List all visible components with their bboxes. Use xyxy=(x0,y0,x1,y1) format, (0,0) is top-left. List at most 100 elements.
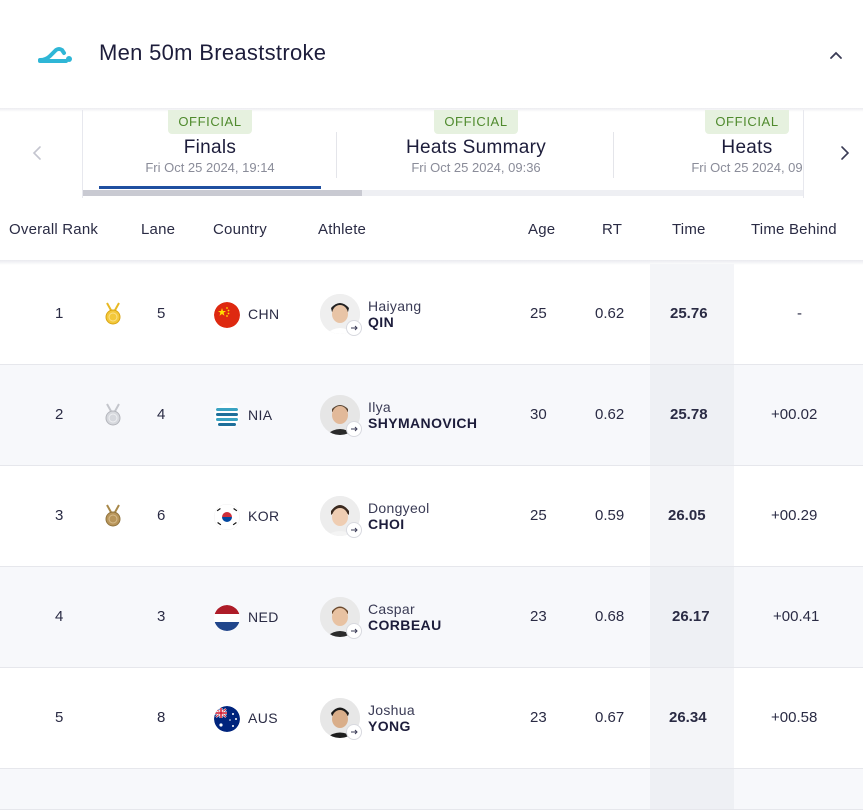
athlete-avatar[interactable] xyxy=(320,395,360,435)
age-cell: 25 xyxy=(530,305,547,322)
rt-cell: 0.68 xyxy=(595,608,625,625)
header-divider xyxy=(0,108,863,112)
col-athlete[interactable]: Athlete xyxy=(318,221,367,238)
tab-heats-summary[interactable]: OFFICIAL Heats Summary Fri Oct 25 2024, … xyxy=(351,110,601,190)
active-tab-indicator xyxy=(99,186,321,189)
time-column-bg xyxy=(650,567,734,667)
arrow-right-icon[interactable] xyxy=(346,320,362,336)
table-row[interactable]: 5 8 AUS Joshua YONG 23 xyxy=(0,668,863,769)
flag-chn-icon xyxy=(214,302,240,328)
rt-cell: 0.62 xyxy=(595,305,625,322)
lane-cell: 8 xyxy=(157,709,166,726)
tab-date: Fri Oct 25 2024, 19:14 xyxy=(145,160,275,175)
tabs-scrollbar[interactable] xyxy=(83,190,803,196)
flag-kor-icon xyxy=(214,504,240,530)
table-row[interactable]: 1 5 CHN Haiyang QIN xyxy=(0,264,863,365)
table-row[interactable]: 4 3 NED Caspar CORBEAU 23 0 xyxy=(0,567,863,668)
athlete-last-name: CHOI xyxy=(368,516,405,532)
col-lane[interactable]: Lane xyxy=(141,221,176,238)
athlete-name[interactable]: Ilya SHYMANOVICH xyxy=(368,399,477,431)
arrow-right-icon[interactable] xyxy=(346,522,362,538)
country-code: AUS xyxy=(248,710,278,726)
official-badge: OFFICIAL xyxy=(168,110,252,134)
lane-cell: 6 xyxy=(157,507,166,524)
header-shadow xyxy=(0,260,863,265)
country-code: NED xyxy=(248,609,279,625)
athlete-first-name: Joshua xyxy=(368,702,415,718)
col-time[interactable]: Time xyxy=(672,221,706,238)
athlete-first-name: Caspar xyxy=(368,601,415,617)
time-cell: 26.17 xyxy=(672,608,710,625)
arrow-right-icon[interactable] xyxy=(346,623,362,639)
phase-tabs: OFFICIAL Finals Fri Oct 25 2024, 19:14 O… xyxy=(82,110,804,198)
tab-label: Finals xyxy=(183,137,237,158)
athlete-name[interactable]: Joshua YONG xyxy=(368,702,415,734)
rank-cell: 3 xyxy=(55,507,64,524)
table-row[interactable] xyxy=(0,769,863,810)
time-column-bg xyxy=(650,365,734,465)
flag-ned-icon xyxy=(214,605,240,631)
time-column-bg xyxy=(650,264,734,364)
tab-finals[interactable]: OFFICIAL Finals Fri Oct 25 2024, 19:14 xyxy=(99,110,321,190)
chevron-up-icon[interactable] xyxy=(825,44,847,66)
country-code: CHN xyxy=(248,306,280,322)
swimming-icon xyxy=(38,47,72,63)
tab-label: Heats Summary xyxy=(405,137,547,158)
time-behind-cell: - xyxy=(797,305,802,322)
time-column-bg xyxy=(650,769,734,809)
tab-date: Fri Oct 25 2024, 09 xyxy=(691,160,803,175)
time-column-bg xyxy=(650,668,734,768)
col-rt[interactable]: RT xyxy=(602,221,623,238)
tab-label: Heats xyxy=(721,137,773,158)
athlete-first-name: Ilya xyxy=(368,399,391,415)
tab-heats[interactable]: OFFICIAL Heats Fri Oct 25 2024, 09 xyxy=(637,110,803,190)
flag-aus-icon xyxy=(214,706,240,732)
rank-cell: 1 xyxy=(55,305,64,322)
tabs-scrollbar-thumb[interactable] xyxy=(83,190,362,196)
tab-date: Fri Oct 25 2024, 09:36 xyxy=(411,160,541,175)
arrow-right-icon[interactable] xyxy=(346,421,362,437)
official-badge: OFFICIAL xyxy=(705,110,789,134)
rank-cell: 2 xyxy=(55,406,64,423)
rt-cell: 0.62 xyxy=(595,406,625,423)
time-cell: 26.34 xyxy=(669,709,707,726)
time-cell: 25.76 xyxy=(670,305,708,322)
age-cell: 23 xyxy=(530,608,547,625)
time-behind-cell: +00.29 xyxy=(771,507,818,524)
col-age[interactable]: Age xyxy=(528,221,556,238)
chevron-left-icon[interactable] xyxy=(26,140,48,166)
col-country[interactable]: Country xyxy=(213,221,267,238)
arrow-right-icon[interactable] xyxy=(346,724,362,740)
age-cell: 25 xyxy=(530,507,547,524)
results-table-header: Overall Rank Lane Country Athlete Age RT… xyxy=(0,200,863,260)
table-row[interactable]: 2 4 NIA Ilya SHYMANOVI xyxy=(0,365,863,466)
time-behind-cell: +00.41 xyxy=(773,608,820,625)
col-time-behind[interactable]: Time Behind xyxy=(751,221,837,238)
col-overall-rank[interactable]: Overall Rank xyxy=(9,221,99,238)
silver-medal-icon xyxy=(105,403,121,426)
athlete-last-name: YONG xyxy=(368,718,411,734)
gold-medal-icon xyxy=(105,302,121,325)
athlete-last-name: QIN xyxy=(368,314,395,330)
country-code: NIA xyxy=(248,407,273,423)
rt-cell: 0.59 xyxy=(595,507,625,524)
athlete-name[interactable]: Haiyang QIN xyxy=(368,298,421,330)
athlete-last-name: SHYMANOVICH xyxy=(368,415,478,431)
athlete-name[interactable]: Caspar CORBEAU xyxy=(368,601,442,633)
lane-cell: 3 xyxy=(157,608,166,625)
age-cell: 23 xyxy=(530,709,547,726)
rank-cell: 5 xyxy=(55,709,64,726)
event-header: Men 50m Breaststroke xyxy=(0,0,863,108)
athlete-name[interactable]: Dongyeol CHOI xyxy=(368,500,430,532)
table-row[interactable]: 3 6 KOR Dongye xyxy=(0,466,863,567)
country-code: KOR xyxy=(248,508,280,524)
time-behind-cell: +00.02 xyxy=(771,406,818,423)
athlete-photo-icon xyxy=(320,395,360,435)
lane-cell: 4 xyxy=(157,406,166,423)
time-behind-cell: +00.58 xyxy=(771,709,818,726)
chevron-right-icon[interactable] xyxy=(834,140,856,166)
age-cell: 30 xyxy=(530,406,547,423)
time-cell: 26.05 xyxy=(668,507,706,524)
bronze-medal-icon xyxy=(105,504,121,527)
event-title: Men 50m Breaststroke xyxy=(99,40,327,65)
